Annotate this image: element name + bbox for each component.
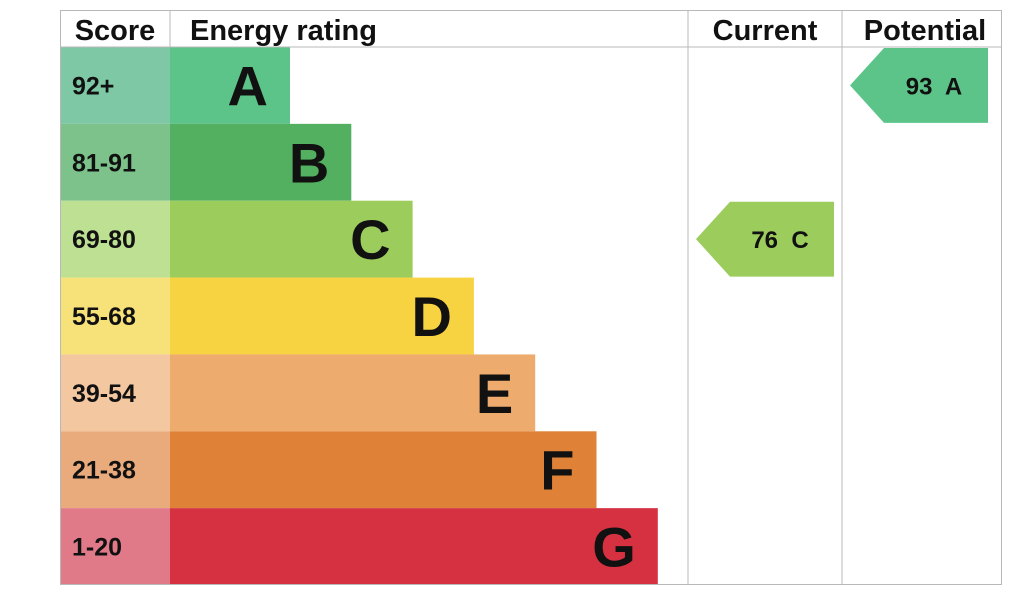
current-rating-label: 76 C	[751, 227, 808, 254]
current-column-header: Current	[713, 15, 818, 47]
current-rating-arrow	[696, 201, 834, 277]
band-bar-d	[170, 277, 474, 355]
score-range-f: 21-38	[72, 457, 136, 485]
band-bar-g	[170, 508, 658, 585]
score-cell-f	[60, 431, 170, 509]
potential-rating-arrow	[850, 48, 988, 123]
score-range-d: 55-68	[72, 303, 136, 331]
score-cell-e	[60, 354, 170, 432]
potential-rating-label: 93 A	[906, 73, 962, 100]
potential-column-header: Potential	[864, 15, 986, 47]
chart-border	[60, 10, 1002, 585]
band-letter-e: E	[476, 362, 513, 425]
band-letter-g: G	[592, 516, 636, 579]
band-bar-b	[170, 123, 352, 201]
score-cell-c	[60, 200, 170, 278]
band-letter-b: B	[289, 131, 329, 194]
score-cell-a	[60, 47, 170, 124]
energy-rating-column-header: Energy rating	[190, 15, 377, 47]
bands-layer: 92+ A 81-91 B 69-80 C 55-68 D 39-54 E 21-38 F 1-20 G	[60, 47, 658, 585]
score-range-g: 1-20	[72, 534, 122, 562]
score-cell-g	[60, 508, 170, 585]
band-bar-f	[170, 431, 597, 509]
score-cell-d	[60, 277, 170, 355]
band-letter-a: A	[228, 54, 268, 117]
score-column-header: Score	[75, 15, 156, 47]
band-letter-f: F	[540, 439, 574, 502]
band-letter-d: D	[411, 285, 451, 348]
band-bar-e	[170, 354, 536, 432]
band-bar-c	[170, 200, 413, 278]
score-range-b: 81-91	[72, 149, 136, 177]
band-bar-a	[170, 47, 290, 124]
score-range-a: 92+	[72, 72, 114, 100]
grid-layer	[60, 10, 1002, 585]
score-range-e: 39-54	[72, 380, 136, 408]
score-cell-b	[60, 123, 170, 201]
band-letter-c: C	[350, 208, 390, 271]
arrows-layer: 76 C 93 A	[696, 48, 988, 277]
score-range-c: 69-80	[72, 226, 136, 254]
